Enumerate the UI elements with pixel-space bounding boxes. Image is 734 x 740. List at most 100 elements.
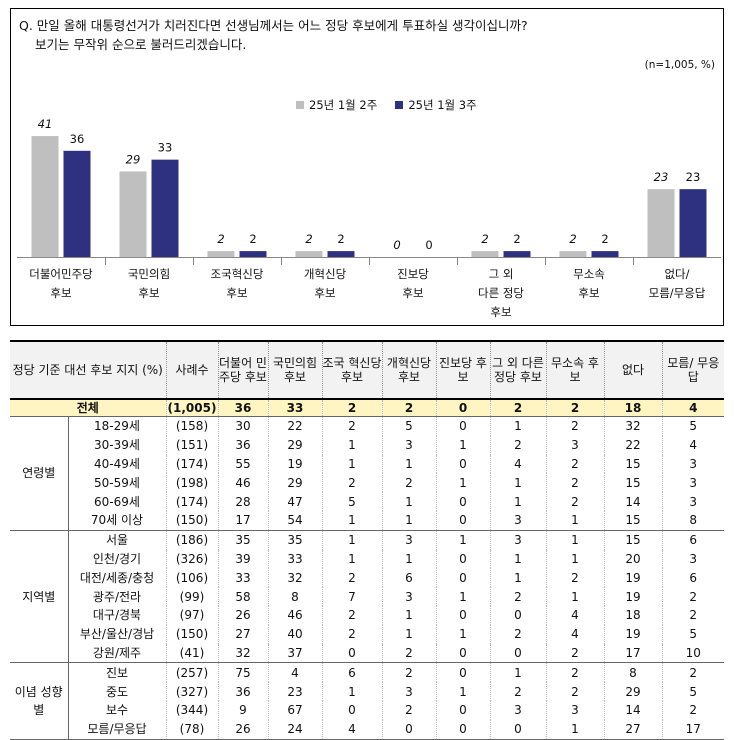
sample-size: (97) <box>166 605 219 625</box>
table-cell: 1 <box>436 682 491 701</box>
table-row: 중도 (327) 36 23 1 3 1 2 2 29 5 <box>10 682 724 701</box>
column-header: 그 외 다른 정당 후보 <box>490 340 547 400</box>
sample-size: (344) <box>166 700 219 720</box>
data-label: 33 <box>158 141 173 155</box>
table-row: 연령별 18-29세 (158) 30 22 2 5 0 1 2 32 5 <box>10 416 724 531</box>
table-row: 30-39세 (151) 36 29 1 3 1 2 3 22 4 <box>10 435 724 455</box>
table-cell: 0 <box>436 568 491 588</box>
table-cell: 0 <box>490 643 547 664</box>
table-cell: 35 <box>218 530 269 550</box>
column-header: 모름/ 무응답 <box>662 340 724 400</box>
bar <box>679 189 707 257</box>
x-tick-label: 후보 <box>226 286 247 300</box>
table-cell: 4 <box>546 605 605 625</box>
table-cell: 0 <box>436 399 491 417</box>
table-cell: 5 <box>689 627 698 642</box>
table-cell: 23 <box>268 682 323 701</box>
data-label: 23 <box>686 170 701 184</box>
bar <box>503 251 531 257</box>
table-cell: 2 <box>382 473 437 493</box>
table-cell: 2 <box>490 435 547 455</box>
table-cell: 4 <box>322 719 383 740</box>
table-cell: 1 <box>490 549 547 569</box>
x-tick-label: 후보 <box>578 286 599 300</box>
table-cell: 2 <box>546 568 605 588</box>
table-cell: 0 <box>436 549 491 569</box>
table-cell: 2 <box>322 624 383 644</box>
table-cell: 1 <box>490 662 547 683</box>
table-cell: 1 <box>436 587 491 606</box>
table-cell: 6 <box>689 533 698 548</box>
table-cell: 2 <box>546 454 605 474</box>
data-label: 2 <box>305 232 312 246</box>
table-cell: 28 <box>218 492 269 511</box>
table-cell: 5 <box>689 419 698 434</box>
table-cell: 1 <box>382 605 437 625</box>
bar <box>647 189 675 257</box>
x-tick-label: 후보 <box>50 286 71 300</box>
table-cell: 1 <box>322 530 383 550</box>
bar <box>295 251 323 257</box>
row-label: 모름/무응답 <box>68 719 167 740</box>
row-label: 60-69세 <box>68 492 167 511</box>
table-cell: 32 <box>268 568 323 588</box>
table-row: 부산/울산/경남 (150) 27 40 2 1 1 2 4 19 5 <box>10 624 724 644</box>
x-tick-label: 무소속 <box>573 267 605 281</box>
table-cell: 2 <box>322 473 383 493</box>
table-cell: 5 <box>382 416 437 436</box>
table-row: 보수 (344) 9 67 0 2 0 3 3 14 2 <box>10 700 724 720</box>
table-cell: 2 <box>546 643 605 664</box>
table-cell: 1 <box>436 473 491 493</box>
table-cell: 19 <box>268 454 323 474</box>
column-header: 정당 기준 대선 후보 지지 (%) <box>10 340 167 400</box>
table-cell: 3 <box>689 494 698 509</box>
table-cell: 26 <box>218 605 269 625</box>
table-cell: 3 <box>382 587 437 606</box>
x-tick-label: 그 외 <box>489 267 514 281</box>
table-cell: 8 <box>268 587 323 606</box>
table-cell: 15 <box>604 530 663 550</box>
table-row: 강원/제주 (41) 32 37 0 2 0 0 2 17 10 <box>10 643 724 664</box>
table-cell: 3 <box>382 435 437 455</box>
table-cell: 2 <box>322 568 383 588</box>
table-cell: 54 <box>268 510 323 531</box>
legend-swatch <box>395 101 404 109</box>
question-text: Q. 만일 올해 대통령선거가 치러진다면 선생님께서는 어느 정당 후보에게 … <box>19 18 528 33</box>
table-cell: 0 <box>490 605 547 625</box>
table-cell: 32 <box>604 416 663 436</box>
table-cell: 0 <box>322 700 383 720</box>
table-row: 모름/무응답 (78) 26 24 4 0 0 0 1 27 17 <box>10 719 724 740</box>
bar <box>63 150 91 257</box>
table-cell: 2 <box>546 492 605 511</box>
table-cell: 55 <box>218 454 269 474</box>
table-row: 대구/경북 (97) 26 46 2 1 0 0 4 18 2 <box>10 605 724 625</box>
sample-size: (326) <box>166 549 219 569</box>
table-cell: 4 <box>662 399 724 417</box>
table-cell: 6 <box>382 568 437 588</box>
data-label: 0 <box>425 238 432 252</box>
row-label: 진보 <box>68 662 167 683</box>
table-cell: 0 <box>436 605 491 625</box>
table-cell: 0 <box>382 719 437 740</box>
table-cell: 2 <box>490 399 547 417</box>
table-cell: 8 <box>662 510 724 531</box>
table-row: 광주/전라 (99) 58 8 7 3 1 2 1 19 2 <box>10 587 724 606</box>
legend-swatch <box>296 101 304 109</box>
chart-panel: Q. 만일 올해 대통령선거가 치러진다면 선생님께서는 어느 정당 후보에게 … <box>10 8 724 326</box>
sample-size: (158) <box>166 416 219 436</box>
x-tick-label: 진보당 <box>397 267 429 281</box>
table-cell: 5 <box>689 684 698 699</box>
sample-size: (186) <box>166 530 219 550</box>
table-cell: 3 <box>490 700 547 720</box>
table-cell: 1 <box>322 454 383 474</box>
table-cell: 1 <box>436 435 491 455</box>
column-header: 더불어 민주당 후보 <box>218 340 269 400</box>
crosstab-table-wrap: 정당 기준 대선 후보 지지 (%) 사례수 더불어 민주당 후보 국민의힘 후보 조국… <box>10 340 724 740</box>
table-cell: 1 <box>546 530 605 550</box>
table-cell: 2 <box>689 703 698 718</box>
table-cell: 29 <box>268 473 323 493</box>
sample-size: (257) <box>166 662 219 683</box>
table-cell: 2 <box>546 416 605 436</box>
row-label: 서울 <box>68 530 167 550</box>
x-tick-label: 더불어민주당 <box>29 267 93 281</box>
